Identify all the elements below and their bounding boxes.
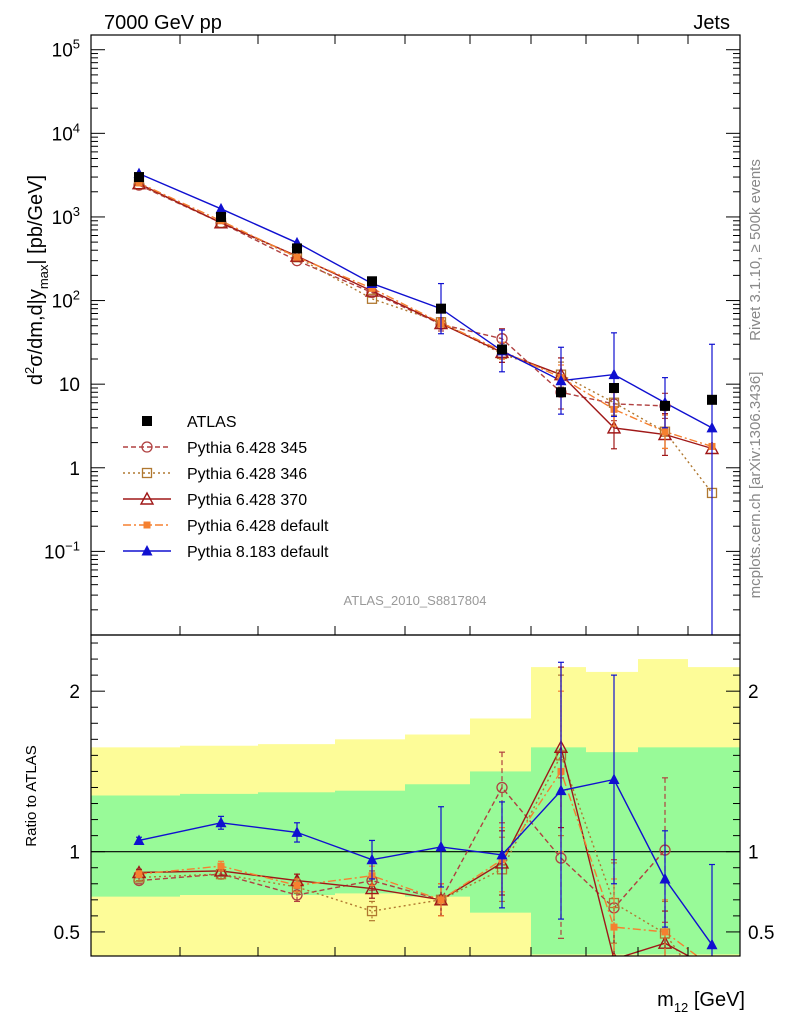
marker-filled-triangle: [435, 840, 447, 852]
ratio-plot-frame: [90, 634, 741, 957]
atlas-data-point: [556, 387, 566, 398]
marker-open-circle: [141, 441, 153, 453]
analysis-label: ATLAS_2010_S8817804: [344, 593, 487, 608]
ratio-y-tick-label: 2: [69, 682, 80, 703]
marker-filled-square: [135, 179, 143, 187]
y-tick-label: 102: [52, 288, 80, 313]
header-left: 7000 GeV pp: [104, 12, 222, 34]
marker-filled-square: [135, 870, 143, 878]
ratio-band-inner: [470, 771, 531, 913]
ratio-line-p346: [138, 753, 682, 956]
main-series-layer: [131, 167, 720, 635]
marker-filled-triangle: [608, 773, 620, 784]
marker-open-triangle: [606, 420, 622, 434]
marker-filled-square: [610, 923, 618, 931]
legend: ATLAS Pythia 6.428 345 Pythia 6.428 346 Pyt…: [123, 414, 329, 561]
atlas-data-point: [134, 172, 144, 183]
marker-filled-square: [437, 896, 445, 904]
legend-label-p345: Pythia 6.428 345: [187, 440, 307, 457]
x-axis-label: m12 [GeV]: [657, 989, 745, 1015]
atlas-data-point: [660, 400, 670, 411]
marker-filled-square: [143, 521, 151, 529]
ratio-y-tick-label: 0.5: [54, 923, 80, 944]
ratio-band-inner: [638, 747, 688, 955]
legend-marker-atlas: [142, 416, 152, 426]
marker-filled-triangle: [366, 853, 378, 865]
series-line-p8def: [138, 172, 713, 429]
legend-label-p346: Pythia 6.428 346: [187, 466, 307, 483]
ratio-band-inner: [91, 795, 180, 897]
atlas-data-point: [292, 243, 302, 254]
ratio-series-group: [131, 661, 718, 974]
marker-open-triangle: [139, 491, 155, 505]
y-axis-label-text: d2σ/dm,d|ymax| [pb/GeV]: [22, 175, 51, 385]
y-tick-label: 105: [52, 37, 80, 62]
marker-filled-triangle: [706, 421, 718, 433]
ratio-band-inner: [180, 793, 258, 896]
ratio-y-tick-label-right: 0.5: [748, 923, 774, 944]
marker-open-square: [366, 293, 378, 304]
ratio-y-tick-label-right: 2: [748, 682, 759, 703]
marker-filled-triangle: [133, 834, 145, 845]
marker-open-square: [141, 467, 153, 479]
marker-filled-triangle: [608, 368, 620, 380]
series-line-p6def: [138, 182, 713, 448]
marker-filled-triangle: [706, 938, 718, 950]
ratio-line-p370: [138, 745, 690, 956]
marker-filled-square: [293, 253, 301, 261]
marker-filled-square: [661, 428, 669, 436]
marker-open-square: [366, 905, 378, 917]
ratio-y-axis-label: Ratio to ATLAS: [23, 745, 40, 846]
y-tick-label: 10−1: [44, 538, 80, 563]
marker-filled-triangle: [215, 202, 227, 214]
marker-filled-square: [217, 862, 225, 870]
header-right: Jets: [693, 12, 730, 34]
y-tick-label: 103: [52, 204, 80, 229]
atlas-data-point: [707, 394, 717, 405]
marker-filled-square: [661, 928, 669, 936]
main-y-axis-label: d2σ/dm,d|ymax| [pb/GeV]: [22, 175, 51, 385]
marker-open-circle: [496, 781, 508, 794]
marker-open-triangle: [706, 963, 718, 974]
atlas-data-point: [216, 211, 226, 222]
marker-open-triangle: [364, 881, 380, 895]
marker-filled-square: [293, 881, 301, 889]
ratio-band-inner: [688, 747, 740, 955]
y-tick-label: 1: [69, 459, 80, 480]
marker-filled-square: [709, 964, 716, 971]
marker-filled-triangle: [555, 374, 567, 386]
marker-filled-triangle: [215, 816, 227, 828]
marker-filled-square: [368, 284, 376, 292]
ratio-line-p8def: [138, 778, 713, 946]
marker-filled-triangle: [291, 826, 303, 837]
atlas-data-point: [497, 344, 507, 355]
marker-filled-triangle: [496, 848, 508, 860]
ratio-plot-layer: [91, 661, 740, 974]
side-label-top: Rivet 3.1.10, ≥ 500k events: [747, 159, 764, 341]
marker-filled-triangle: [555, 784, 567, 796]
atlas-data-point: [367, 276, 377, 287]
ratio-band-inner: [531, 747, 586, 955]
y-tick-label: 104: [52, 120, 80, 145]
legend-label-p370: Pythia 6.428 370: [187, 492, 307, 509]
ratio-bands: [91, 659, 740, 956]
ratio-y-tick-label: 1: [69, 843, 80, 864]
atlas-data-point: [436, 303, 446, 314]
atlas-data-point: [609, 382, 619, 393]
ratio-line-p6def: [138, 769, 699, 956]
ratio-y-tick-label-right: 1: [748, 843, 759, 864]
marker-filled-triangle: [141, 545, 153, 556]
marker-filled-triangle: [659, 872, 671, 884]
legend-label-atlas: ATLAS: [187, 414, 237, 431]
y-tick-label: 10: [59, 375, 80, 396]
legend-label-p6def: Pythia 6.428 default: [187, 518, 329, 535]
side-label-bottom: mcplots.cern.ch [arXiv:1306.3436]: [747, 372, 764, 599]
legend-label-p8def: Pythia 8.183 default: [187, 544, 329, 561]
ratio-band-inner: [405, 784, 470, 897]
